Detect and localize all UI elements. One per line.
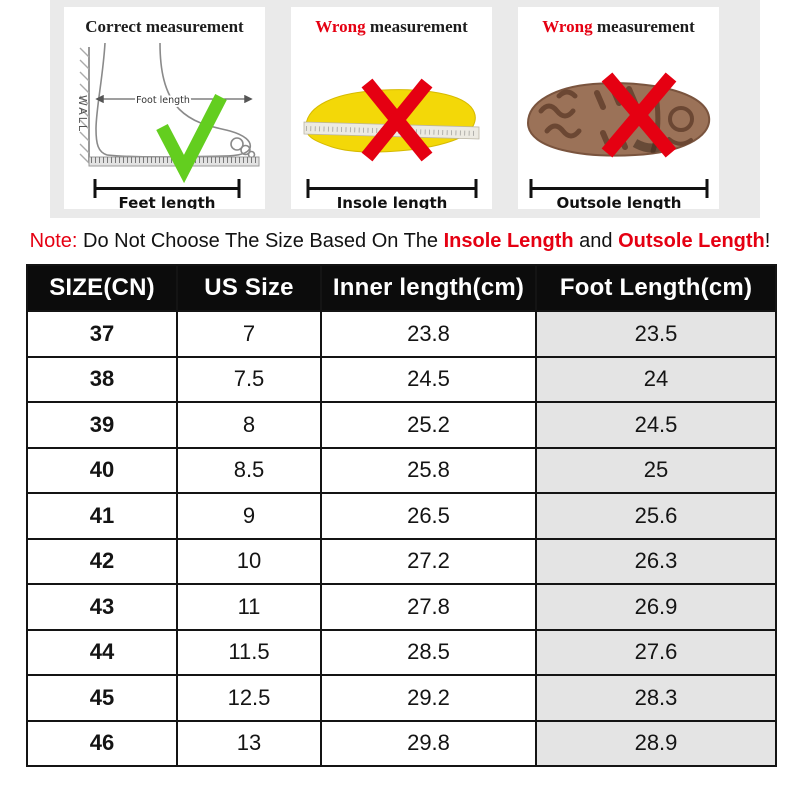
panel-title-lead: Wrong — [315, 17, 366, 36]
cell-foot-length: 28.3 — [535, 674, 777, 722]
wall-label: WALL — [76, 95, 89, 133]
note-label: Note: — [29, 230, 78, 252]
cell-size-cn: 37 — [26, 310, 178, 358]
table-row: 40 8.5 25.8 25 — [26, 446, 777, 494]
insole-illustration: Insole length — [303, 78, 479, 209]
outsole-illustration: Outsole length — [526, 72, 710, 209]
panel-wrong-insole: Wrong measurement Insole length — [291, 7, 492, 209]
cell-inner-length: 25.8 — [320, 446, 537, 494]
cell-us-size: 8 — [176, 401, 322, 449]
cross-icon — [601, 72, 676, 158]
cross-icon — [361, 78, 432, 162]
table-row: 37 7 23.8 23.5 — [26, 310, 777, 358]
guide-panels: Correct measurement WALL — [64, 7, 719, 209]
cell-foot-length: 28.9 — [535, 719, 777, 767]
note-suffix: ! — [764, 230, 771, 252]
panel-title-tail: measurement — [365, 17, 468, 36]
header-us-size: US Size — [176, 264, 322, 312]
cell-foot-length: 27.6 — [535, 628, 777, 676]
table-row: 44 11.5 28.5 27.6 — [26, 628, 777, 676]
panel-title-tail: measurement — [592, 17, 695, 36]
header-inner-length: Inner length(cm) — [320, 264, 537, 312]
insole-length-bracket — [306, 179, 477, 198]
check-icon — [155, 94, 227, 184]
cell-size-cn: 39 — [26, 401, 178, 449]
cell-inner-length: 28.5 — [320, 628, 537, 676]
size-table-header-row: SIZE(CN) US Size Inner length(cm) Foot L… — [26, 264, 777, 312]
table-row: 43 11 27.8 26.9 — [26, 583, 777, 631]
cell-size-cn: 38 — [26, 355, 178, 403]
panel-title: Correct measurement — [85, 15, 243, 39]
wall-hatching — [79, 47, 89, 164]
cell-foot-length: 24.5 — [535, 401, 777, 449]
panel-title-lead: Wrong — [542, 17, 593, 36]
cell-size-cn: 45 — [26, 674, 178, 722]
cell-us-size: 13 — [176, 719, 322, 767]
foot-measurement-illustration: WALL Foot length — [76, 42, 259, 209]
foot-length-arrow-label: Foot length — [136, 95, 190, 106]
cell-size-cn: 46 — [26, 719, 178, 767]
cell-size-cn: 42 — [26, 537, 178, 585]
measurement-guide-section: Correct measurement WALL — [0, 0, 800, 218]
table-row: 41 9 26.5 25.6 — [26, 492, 777, 540]
panel-title-lead: Correct — [85, 17, 142, 36]
cell-foot-length: 26.9 — [535, 583, 777, 631]
table-row: 39 8 25.2 24.5 — [26, 401, 777, 449]
cell-us-size: 12.5 — [176, 674, 322, 722]
size-table-body: 37 7 23.8 23.5 38 7.5 24.5 24 39 8 25.2 … — [26, 310, 777, 767]
table-row: 45 12.5 29.2 28.3 — [26, 674, 777, 722]
cell-us-size: 8.5 — [176, 446, 322, 494]
cell-inner-length: 27.2 — [320, 537, 537, 585]
cell-us-size: 10 — [176, 537, 322, 585]
panel-title: Wrong measurement — [542, 15, 695, 39]
table-row: 42 10 27.2 26.3 — [26, 537, 777, 585]
panel-title-tail: measurement — [141, 17, 244, 36]
panel-title: Wrong measurement — [315, 15, 468, 39]
cell-inner-length: 23.8 — [320, 310, 537, 358]
cell-size-cn: 40 — [26, 446, 178, 494]
cell-size-cn: 44 — [26, 628, 178, 676]
header-size-cn: SIZE(CN) — [26, 264, 178, 312]
cell-foot-length: 23.5 — [535, 310, 777, 358]
size-table: SIZE(CN) US Size Inner length(cm) Foot L… — [26, 264, 777, 767]
cell-inner-length: 25.2 — [320, 401, 537, 449]
cell-foot-length: 26.3 — [535, 537, 777, 585]
cell-foot-length: 25 — [535, 446, 777, 494]
cell-inner-length: 29.2 — [320, 674, 537, 722]
note-highlight-insole: Insole Length — [443, 230, 574, 252]
outsole-length-bracket — [529, 179, 708, 198]
cell-inner-length: 26.5 — [320, 492, 537, 540]
cell-us-size: 9 — [176, 492, 322, 540]
size-note: Note: Do Not Choose The Size Based On Th… — [0, 227, 800, 255]
cell-us-size: 11.5 — [176, 628, 322, 676]
table-row: 46 13 29.8 28.9 — [26, 719, 777, 767]
cell-inner-length: 29.8 — [320, 719, 537, 767]
panel-correct-measurement: Correct measurement WALL — [64, 7, 265, 209]
cell-foot-length: 24 — [535, 355, 777, 403]
outsole-length-caption: Outsole length — [556, 194, 681, 209]
cell-us-size: 7 — [176, 310, 322, 358]
cell-us-size: 11 — [176, 583, 322, 631]
cell-size-cn: 43 — [26, 583, 178, 631]
panel-wrong-outsole: Wrong measurement Outso — [518, 7, 719, 209]
cell-inner-length: 24.5 — [320, 355, 537, 403]
insole-length-caption: Insole length — [336, 194, 447, 209]
cell-us-size: 7.5 — [176, 355, 322, 403]
feet-length-bracket — [93, 179, 240, 198]
cell-inner-length: 27.8 — [320, 583, 537, 631]
table-row: 38 7.5 24.5 24 — [26, 355, 777, 403]
header-foot-length: Foot Length(cm) — [535, 264, 777, 312]
cell-foot-length: 25.6 — [535, 492, 777, 540]
note-body: Do Not Choose The Size Based On The — [83, 230, 439, 252]
note-highlight-outsole: Outsole Length — [618, 230, 765, 252]
cell-size-cn: 41 — [26, 492, 178, 540]
note-body: and — [579, 230, 613, 252]
feet-length-caption: Feet length — [118, 194, 215, 209]
